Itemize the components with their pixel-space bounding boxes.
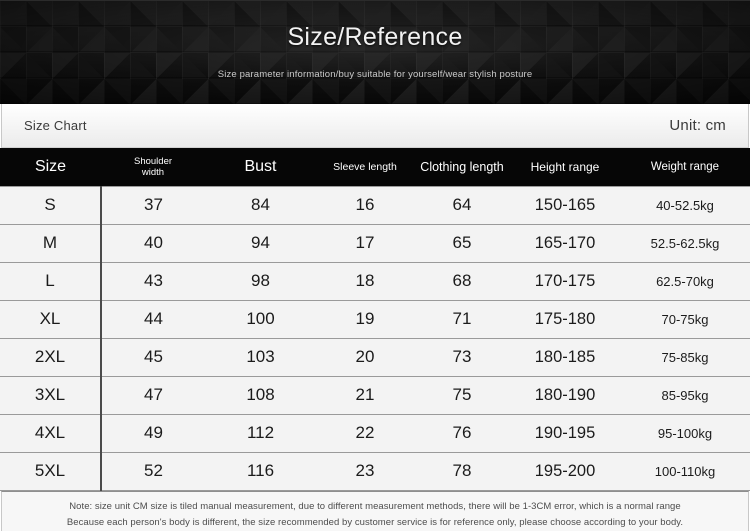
note-line-2: Because each person's body is different,… <box>66 516 684 528</box>
table-row: 3XL 47 108 21 75 180-190 85-95kg <box>0 375 750 415</box>
size-table: Size Shoulder width Bust Sleeve length C… <box>0 148 750 491</box>
cell-weight: 62.5-70kg <box>620 261 750 301</box>
cell-bust: 100 <box>205 299 316 339</box>
cell-bust: 112 <box>205 413 316 453</box>
column-header-height-range: Height range <box>510 148 620 186</box>
note-line-1: Note: size unit CM size is tiled manual … <box>69 500 681 512</box>
cell-shoulder: 45 <box>101 337 205 377</box>
cell-clothing: 65 <box>414 223 510 263</box>
cell-shoulder: 47 <box>101 375 205 415</box>
cell-sleeve: 22 <box>316 413 414 453</box>
cell-weight: 40-52.5kg <box>620 185 750 225</box>
cell-clothing: 64 <box>414 185 510 225</box>
column-header-size: Size <box>0 148 101 186</box>
cell-weight: 70-75kg <box>620 299 750 339</box>
cell-sleeve: 18 <box>316 261 414 301</box>
cell-height: 180-185 <box>510 337 620 377</box>
cell-height: 190-195 <box>510 413 620 453</box>
cell-clothing: 75 <box>414 375 510 415</box>
cell-bust: 108 <box>205 375 316 415</box>
table-row: S 37 84 16 64 150-165 40-52.5kg <box>0 185 750 225</box>
cell-clothing: 68 <box>414 261 510 301</box>
cell-sleeve: 20 <box>316 337 414 377</box>
column-header-weight-range: Weight range <box>620 148 750 186</box>
cell-height: 170-175 <box>510 261 620 301</box>
cell-sleeve: 19 <box>316 299 414 339</box>
cell-weight: 85-95kg <box>620 375 750 415</box>
column-header-shoulder-width: Shoulder width <box>101 148 205 186</box>
size-chart-bar: Size Chart Unit: cm <box>1 104 749 148</box>
cell-height: 180-190 <box>510 375 620 415</box>
cell-bust: 103 <box>205 337 316 377</box>
banner-vignette <box>0 1 750 104</box>
cell-bust: 98 <box>205 261 316 301</box>
cell-size: 5XL <box>0 451 102 491</box>
shoulder-line-1: Shoulder <box>133 155 173 167</box>
cell-sleeve: 17 <box>316 223 414 263</box>
column-header-sleeve-length: Sleeve length <box>316 148 414 186</box>
cell-clothing: 71 <box>414 299 510 339</box>
cell-shoulder: 49 <box>101 413 205 453</box>
cell-weight: 95-100kg <box>620 413 750 453</box>
cell-bust: 94 <box>205 223 316 263</box>
cell-weight: 75-85kg <box>620 337 750 377</box>
cell-shoulder: 40 <box>101 223 205 263</box>
table-header-row: Size Shoulder width Bust Sleeve length C… <box>0 148 750 186</box>
cell-sleeve: 21 <box>316 375 414 415</box>
cell-size: S <box>0 185 102 225</box>
cell-size: 2XL <box>0 337 102 377</box>
cell-size: XL <box>0 299 102 339</box>
size-chart-label: Size Chart <box>24 118 87 133</box>
table-row: 4XL 49 112 22 76 190-195 95-100kg <box>0 413 750 453</box>
cell-size: M <box>0 223 102 263</box>
hero-banner: Size/Reference Size parameter informatio… <box>0 0 750 104</box>
cell-size: 4XL <box>0 413 102 453</box>
cell-bust: 116 <box>205 451 316 491</box>
banner-subtitle: Size parameter information/buy suitable … <box>217 69 533 80</box>
table-row: M 40 94 17 65 165-170 52.5-62.5kg <box>0 223 750 263</box>
cell-size: 3XL <box>0 375 102 415</box>
cell-height: 150-165 <box>510 185 620 225</box>
table-row: L 43 98 18 68 170-175 62.5-70kg <box>0 261 750 301</box>
cell-shoulder: 37 <box>101 185 205 225</box>
unit-label: Unit: cm <box>669 117 726 134</box>
table-row: 5XL 52 116 23 78 195-200 100-110kg <box>0 451 750 491</box>
measurement-note: Note: size unit CM size is tiled manual … <box>1 490 749 531</box>
cell-shoulder: 52 <box>101 451 205 491</box>
cell-sleeve: 16 <box>316 185 414 225</box>
cell-height: 165-170 <box>510 223 620 263</box>
cell-weight: 52.5-62.5kg <box>620 223 750 263</box>
cell-clothing: 73 <box>414 337 510 377</box>
banner-title: Size/Reference <box>287 23 463 51</box>
table-row: XL 44 100 19 71 175-180 70-75kg <box>0 299 750 339</box>
cell-bust: 84 <box>205 185 316 225</box>
table-row: 2XL 45 103 20 73 180-185 75-85kg <box>0 337 750 377</box>
cell-clothing: 76 <box>414 413 510 453</box>
shoulder-line-2: width <box>141 166 165 178</box>
cell-size: L <box>0 261 102 301</box>
size-table-wrapper: Size Shoulder width Bust Sleeve length C… <box>0 148 750 491</box>
cell-shoulder: 44 <box>101 299 205 339</box>
cell-clothing: 78 <box>414 451 510 491</box>
cell-height: 175-180 <box>510 299 620 339</box>
cell-sleeve: 23 <box>316 451 414 491</box>
column-header-clothing-length: Clothing length <box>414 148 510 186</box>
cell-shoulder: 43 <box>101 261 205 301</box>
cell-height: 195-200 <box>510 451 620 491</box>
cell-weight: 100-110kg <box>620 451 750 491</box>
column-header-bust: Bust <box>205 148 316 186</box>
